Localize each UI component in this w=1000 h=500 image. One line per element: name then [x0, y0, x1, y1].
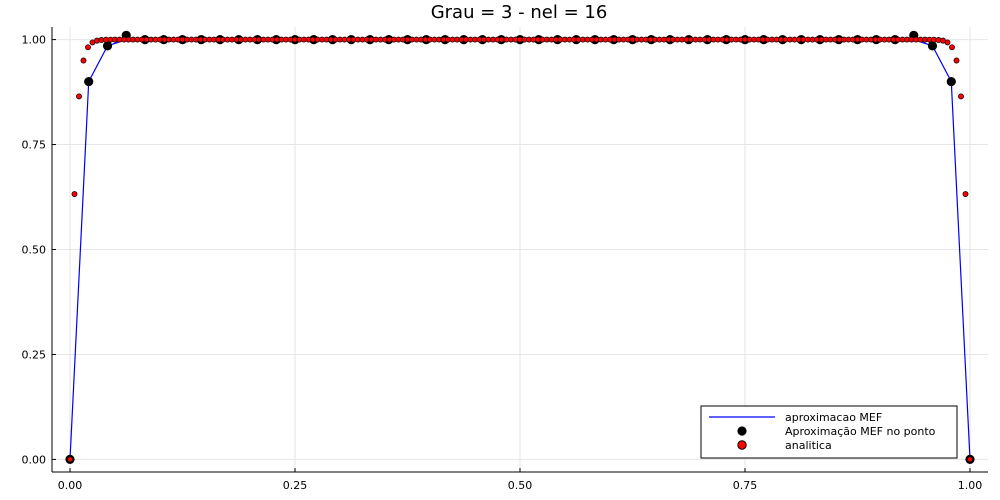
analytic-point	[80, 57, 87, 64]
analytic-point	[67, 456, 73, 463]
legend-label: Aproximação MEF no ponto	[785, 425, 936, 438]
analytic-point	[962, 191, 969, 197]
grid	[52, 27, 988, 472]
x-tick-label: 0.75	[733, 479, 758, 492]
legend-marker-swatch	[737, 426, 747, 436]
analytic-point	[949, 44, 955, 51]
y-tick-label: 0.25	[22, 348, 47, 361]
legend-label: analitica	[785, 439, 832, 452]
x-tick-label: 0.00	[58, 479, 83, 492]
fem-point	[102, 41, 113, 51]
analytic-point	[953, 57, 960, 64]
fem-point	[927, 41, 938, 51]
analytic-point	[85, 44, 91, 51]
x-tick-label: 1.00	[958, 479, 983, 492]
y-tick-label: 1.00	[22, 34, 47, 47]
fem-point	[946, 76, 956, 87]
analytic-point	[944, 39, 951, 46]
y-tick-label: 0.00	[22, 453, 47, 466]
ticks: 0.00 0.25 0.50 0.75 1.00 0.00 0.25 0.50 0.75 1.00	[22, 34, 983, 492]
analytic-point	[967, 456, 973, 463]
x-tick-label: 0.50	[508, 479, 533, 492]
plot-area	[65, 30, 975, 465]
legend-label: aproximacao MEF	[785, 411, 882, 424]
chart-title: Grau = 3 - nel = 16	[431, 2, 608, 23]
analytic-point	[958, 93, 964, 100]
analytic-point	[71, 191, 78, 197]
fem-point	[84, 76, 94, 87]
y-tick-label: 0.50	[22, 244, 47, 257]
x-tick-label: 0.25	[283, 479, 308, 492]
y-tick-label: 0.75	[22, 139, 47, 152]
legend-marker-swatch	[737, 440, 747, 450]
analytic-point	[76, 93, 82, 100]
